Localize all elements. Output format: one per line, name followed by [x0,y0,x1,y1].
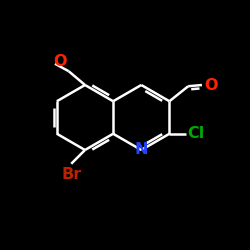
Text: O: O [53,54,67,69]
Text: Cl: Cl [187,126,204,141]
Text: O: O [204,78,218,92]
Text: Br: Br [61,167,82,182]
Text: N: N [134,142,148,158]
